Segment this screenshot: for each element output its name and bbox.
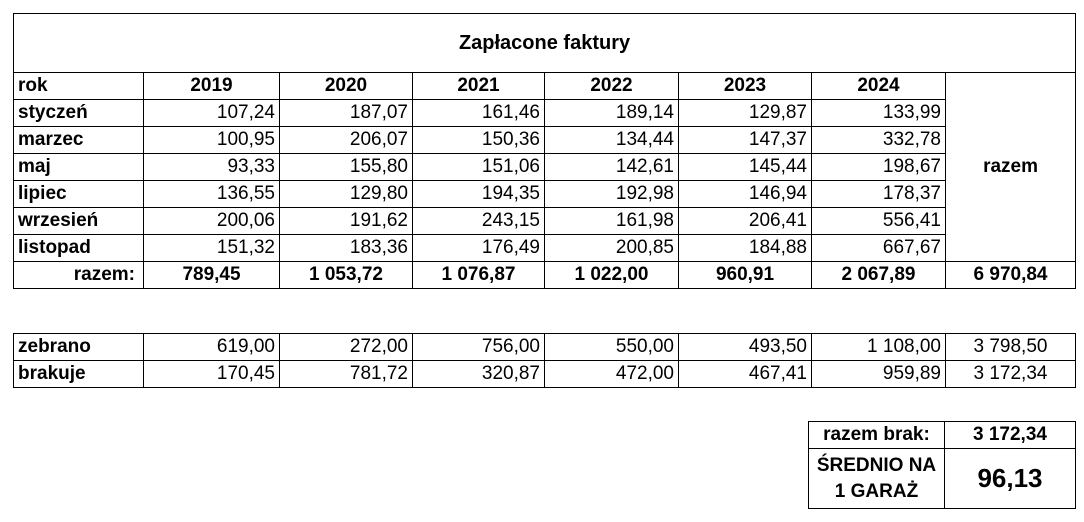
value-cell: 243,15 <box>412 207 545 235</box>
value-cell: 155,80 <box>279 153 413 181</box>
value-cell: 107,24 <box>143 99 280 127</box>
value-cell: 161,98 <box>544 207 679 235</box>
value-cell: 467,41 <box>678 360 812 388</box>
collected-total: 3 798,50 <box>945 333 1076 361</box>
value-cell: 142,61 <box>544 153 679 181</box>
value-cell: 129,80 <box>279 180 413 208</box>
missing-total-label: razem brak: <box>808 421 945 449</box>
value-cell: 133,99 <box>811 99 946 127</box>
average-value: 96,13 <box>944 448 1076 509</box>
table-row: styczeń 107,24 187,07 161,46 189,14 129,… <box>13 99 1076 127</box>
year-total: 1 022,00 <box>544 261 679 289</box>
value-cell: 191,62 <box>279 207 413 235</box>
value-cell: 145,44 <box>678 153 812 181</box>
value-cell: 959,89 <box>811 360 946 388</box>
table-row: marzec 100,95 206,07 150,36 134,44 147,3… <box>13 126 1076 154</box>
value-cell: 161,46 <box>412 99 545 127</box>
collected-label: zebrano <box>13 333 144 361</box>
table-title: Zapłacone faktury <box>12 13 1077 73</box>
value-cell: 150,36 <box>412 126 545 154</box>
value-cell: 146,94 <box>678 180 812 208</box>
year-total: 960,91 <box>678 261 812 289</box>
value-cell: 756,00 <box>412 333 545 361</box>
year-total: 1 053,72 <box>279 261 413 289</box>
value-cell: 550,00 <box>544 333 679 361</box>
value-cell: 556,41 <box>811 207 946 235</box>
value-cell: 93,33 <box>143 153 280 181</box>
grand-total: 6 970,84 <box>944 261 1077 289</box>
collection-table: zebrano 619,00 272,00 756,00 550,00 493,… <box>13 333 1076 388</box>
year-header: 2019 <box>143 72 280 100</box>
average-label: ŚREDNIO NA 1 GARAŻ <box>808 448 945 509</box>
value-cell: 178,37 <box>811 180 946 208</box>
table-row: maj 93,33 155,80 151,06 142,61 145,44 19… <box>13 153 1076 181</box>
value-cell: 194,35 <box>412 180 545 208</box>
value-cell: 320,87 <box>412 360 545 388</box>
value-cell: 100,95 <box>143 126 280 154</box>
value-cell: 176,49 <box>412 234 545 262</box>
average-label-line1: ŚREDNIO NA <box>816 454 937 476</box>
value-cell: 619,00 <box>143 333 280 361</box>
value-cell: 200,85 <box>544 234 679 262</box>
year-header: 2020 <box>279 72 413 100</box>
year-header: 2023 <box>678 72 812 100</box>
missing-row: brakuje 170,45 781,72 320,87 472,00 467,… <box>13 360 1076 388</box>
year-header: 2022 <box>544 72 679 100</box>
value-cell: 192,98 <box>544 180 679 208</box>
value-cell: 184,88 <box>678 234 812 262</box>
month-label: styczeń <box>13 99 144 127</box>
value-cell: 206,41 <box>678 207 812 235</box>
year-total: 789,45 <box>143 261 280 289</box>
value-cell: 151,06 <box>412 153 545 181</box>
value-cell: 147,37 <box>678 126 812 154</box>
table-row: wrzesień 200,06 191,62 243,15 161,98 206… <box>13 207 1076 235</box>
value-cell: 781,72 <box>279 360 413 388</box>
year-header: 2024 <box>811 72 946 100</box>
value-cell: 332,78 <box>811 126 946 154</box>
average-label-line2: 1 GARAŻ <box>834 480 919 502</box>
invoices-table: Zapłacone faktury rok 2019 2020 2021 202… <box>12 13 1077 289</box>
value-cell: 272,00 <box>279 333 413 361</box>
year-total: 1 076,87 <box>412 261 545 289</box>
value-cell: 206,07 <box>279 126 413 154</box>
collected-row: zebrano 619,00 272,00 756,00 550,00 493,… <box>13 333 1076 361</box>
table-row: listopad 151,32 183,36 176,49 200,85 184… <box>13 234 1076 262</box>
value-cell: 187,07 <box>279 99 413 127</box>
value-cell: 493,50 <box>678 333 812 361</box>
value-cell: 183,36 <box>279 234 413 262</box>
value-cell: 151,32 <box>143 234 280 262</box>
value-cell: 129,87 <box>678 99 812 127</box>
missing-total: 3 172,34 <box>945 360 1076 388</box>
average-row: ŚREDNIO NA 1 GARAŻ 96,13 <box>808 448 1076 509</box>
value-cell: 667,67 <box>811 234 946 262</box>
table-row: lipiec 136,55 129,80 194,35 192,98 146,9… <box>13 180 1076 208</box>
month-label: listopad <box>13 234 144 262</box>
year-total: 2 067,89 <box>811 261 946 289</box>
value-cell: 189,14 <box>544 99 679 127</box>
value-cell: 200,06 <box>143 207 280 235</box>
value-cell: 1 108,00 <box>811 333 946 361</box>
value-cell: 170,45 <box>143 360 280 388</box>
missing-summary-row: razem brak: 3 172,34 <box>808 421 1076 449</box>
month-label: marzec <box>13 126 144 154</box>
total-column-header: razem <box>944 72 1077 262</box>
year-header: 2021 <box>412 72 545 100</box>
missing-label: brakuje <box>13 360 144 388</box>
value-cell: 134,44 <box>544 126 679 154</box>
totals-row: razem: 789,45 1 053,72 1 076,87 1 022,00… <box>13 261 1077 289</box>
value-cell: 472,00 <box>544 360 679 388</box>
month-label: wrzesień <box>13 207 144 235</box>
summary-table: razem brak: 3 172,34 ŚREDNIO NA 1 GARAŻ … <box>808 421 1076 509</box>
value-cell: 136,55 <box>143 180 280 208</box>
month-label: lipiec <box>13 180 144 208</box>
month-label: maj <box>13 153 144 181</box>
value-cell: 198,67 <box>811 153 946 181</box>
totals-label: razem: <box>13 261 144 289</box>
header-row: rok 2019 2020 2021 2022 2023 2024 razem <box>13 72 1077 262</box>
missing-total-value: 3 172,34 <box>944 421 1076 449</box>
row-label-header: rok <box>13 72 144 100</box>
